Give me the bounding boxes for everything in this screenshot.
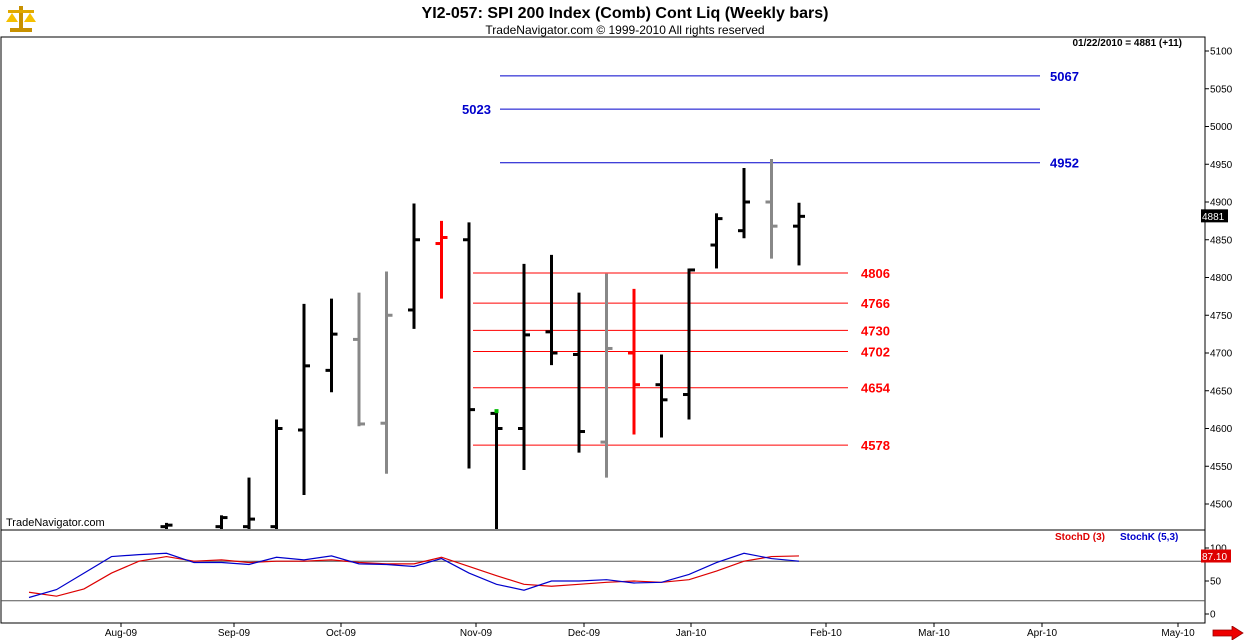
price-tick-label: 5000 (1210, 122, 1233, 133)
stoch-tick-label: 100 (1210, 544, 1227, 555)
price-axis: 4500 4550 4600 4650 4700 4750 4800 4850 4900 4950… (1201, 47, 1233, 511)
price-tick-label: 4800 (1210, 273, 1233, 284)
price-tick-label: 4850 (1210, 235, 1233, 246)
level-lines: 5067 5023 4952 4806 4766 4730 4702 4654 4578 (462, 69, 1079, 453)
stoch-last-label: 87.10 (1202, 552, 1227, 563)
last-price-label: 4881 (1202, 212, 1225, 223)
price-tick-label: 4600 (1210, 424, 1233, 435)
price-tick-label: 4900 (1210, 198, 1233, 209)
scroll-right-arrow-icon[interactable] (1212, 626, 1244, 640)
level-label-4806: 4806 (861, 266, 890, 281)
stochk-line (28, 552, 800, 599)
last-price-box (1201, 209, 1228, 223)
time-tick-label: Aug-09 (105, 628, 138, 639)
level-label-5023: 5023 (462, 102, 491, 117)
level-label-5067: 5067 (1050, 69, 1079, 84)
stoch-tick-label: 50 (1210, 577, 1222, 588)
stoch-last-box (1201, 549, 1231, 563)
time-tick-label: Nov-09 (460, 628, 493, 639)
level-label-4654: 4654 (861, 381, 891, 396)
price-tick-label: 4700 (1210, 349, 1233, 360)
time-tick-label: Oct-09 (326, 628, 356, 639)
time-tick-label: Sep-09 (218, 628, 251, 639)
time-tick-label: Dec-09 (568, 628, 601, 639)
price-tick-label: 5050 (1210, 84, 1233, 95)
stochd-line (28, 555, 800, 597)
level-label-4766: 4766 (861, 296, 890, 311)
chart-title: YI2-057: SPI 200 Index (Comb) Cont Liq (… (421, 5, 829, 22)
price-tick-label: 5100 (1210, 47, 1233, 58)
time-tick-label: May-10 (1161, 628, 1195, 639)
time-tick-label: Feb-10 (810, 628, 842, 639)
price-panel (0, 36, 1206, 531)
stoch-tick-label: 0 (1210, 610, 1216, 621)
price-tick-label: 4750 (1210, 311, 1233, 322)
indicator-panel (0, 529, 1206, 624)
level-label-4730: 4730 (861, 323, 890, 338)
price-tick-label: 4650 (1210, 386, 1233, 397)
watermark: TradeNavigator.com (6, 517, 105, 529)
level-label-4578: 4578 (861, 438, 890, 453)
scale-logo-icon (6, 6, 36, 32)
price-bars (160, 158, 805, 529)
price-readout: 01/22/2010 = 4881 (+11) (1072, 38, 1182, 49)
chart-subtitle: TradeNavigator.com © 1999-2010 All right… (485, 23, 765, 37)
time-axis: Aug-09 Sep-09 Oct-09 Nov-09 Dec-09 Jan-10 Feb-… (105, 623, 1195, 639)
stoch-lines (28, 552, 800, 599)
time-tick-label: Mar-10 (918, 628, 950, 639)
time-tick-label: Jan-10 (676, 628, 707, 639)
level-label-4702: 4702 (861, 344, 890, 359)
level-label-4952: 4952 (1050, 156, 1079, 171)
signal-marker (494, 409, 499, 414)
price-tick-label: 4550 (1210, 462, 1233, 473)
time-tick-label: Apr-10 (1027, 628, 1057, 639)
legend-stochd: StochD (3) (1055, 532, 1105, 543)
price-tick-label: 4950 (1210, 160, 1233, 171)
legend-stochk: StochK (5,3) (1120, 532, 1179, 543)
price-tick-label: 4500 (1210, 500, 1233, 511)
